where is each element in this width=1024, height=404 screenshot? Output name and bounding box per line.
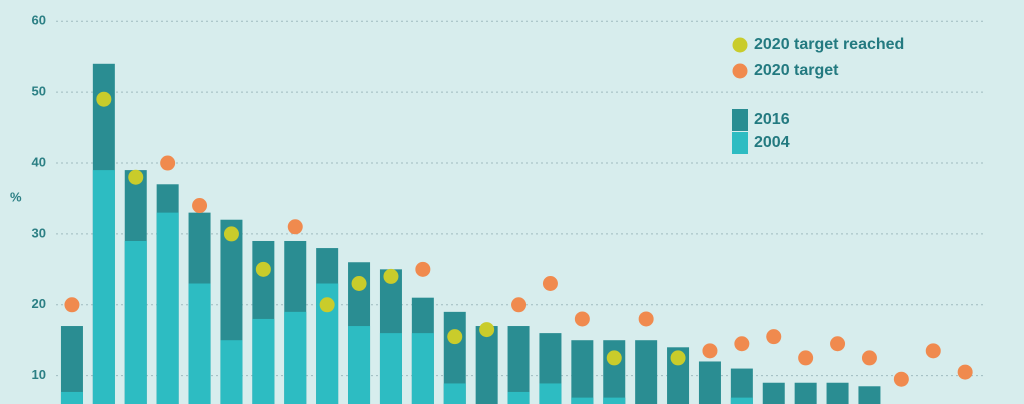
bar [379,333,402,404]
bar [252,318,275,404]
legend-marker [732,132,748,154]
bar [220,340,243,404]
bar [443,383,466,404]
target-dot [798,350,814,366]
legend-label: 2016 [754,111,790,128]
bar [762,382,785,404]
bar [316,283,339,404]
y-tick-label: 30 [32,225,46,240]
y-axis-label: % [10,189,22,204]
target-dot [766,329,782,345]
bar [603,397,626,404]
target-dot [255,261,271,277]
target-dot [574,311,590,327]
y-tick-label: 10 [32,367,46,382]
bar [188,283,211,404]
bar [730,397,753,404]
bar [794,382,817,404]
target-dot [192,198,208,214]
legend-label: 2004 [754,134,790,151]
target-dot [223,226,239,242]
target-dot [893,371,909,387]
bar [156,212,179,404]
bar [124,240,147,404]
bar [539,383,562,404]
bar [348,326,371,404]
bar [858,386,881,404]
bar [826,382,849,404]
target-dot [670,350,686,366]
y-tick-label: 60 [32,13,46,28]
legend-label: 2020 target reached [754,36,904,53]
bar [730,368,753,404]
y-tick-label: 20 [32,296,46,311]
legend-label: 2020 target [754,62,839,79]
y-tick-label: 50 [32,84,46,99]
target-dot [542,276,558,292]
target-dot [925,343,941,359]
bar [603,340,626,404]
bar [92,170,115,404]
target-dot [287,219,303,235]
legend-marker [732,109,748,131]
target-dot [319,297,335,313]
target-dot [957,364,973,380]
target-dot [415,261,431,277]
target-dot [479,322,495,338]
bar [571,340,594,404]
target-dot [447,329,463,345]
y-tick-label: 40 [32,154,46,169]
bar [698,361,721,404]
bar [60,326,83,404]
target-dot [128,169,144,185]
target-dot [64,297,80,313]
bar [507,391,530,404]
legend-marker [732,63,748,79]
target-dot [511,297,527,313]
target-dot [96,91,112,107]
bar [571,397,594,404]
target-dot [638,311,654,327]
bar [635,340,658,404]
legend-marker [732,37,748,53]
target-dot [734,336,750,352]
target-dot [830,336,846,352]
bar [284,311,307,404]
target-dot [606,350,622,366]
target-dot [383,268,399,284]
target-dot [351,276,367,292]
bar [507,326,530,404]
bar [60,391,83,404]
bar [475,326,498,404]
target-dot [861,350,877,366]
target-dot [160,155,176,171]
bar [411,333,434,404]
target-dot [702,343,718,359]
